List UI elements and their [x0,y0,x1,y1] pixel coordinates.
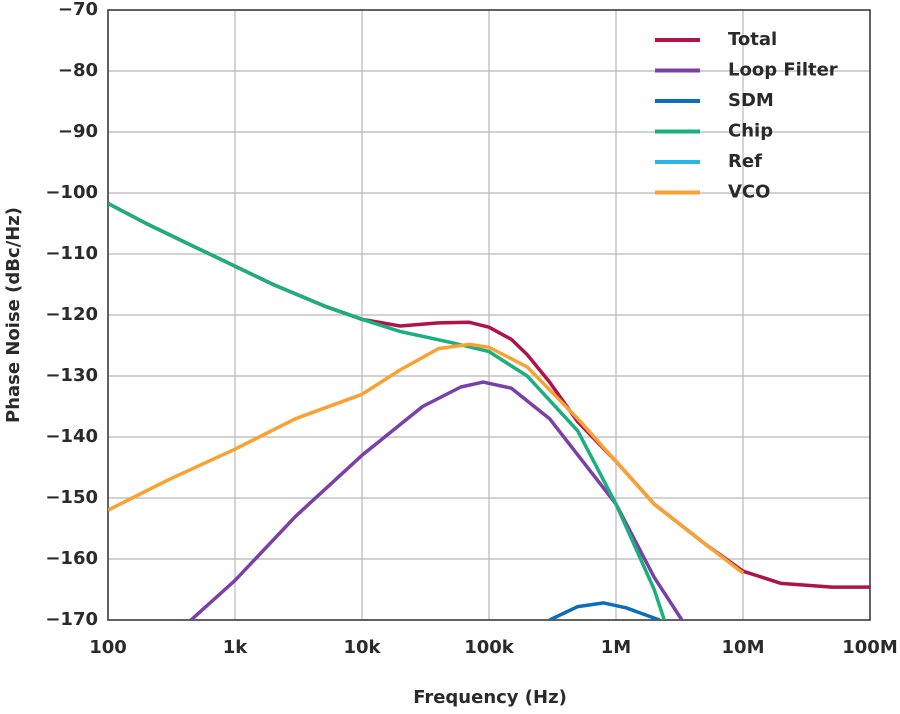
y-tick-label: −90 [58,121,98,142]
series-line [108,342,745,575]
x-tick-label: 10M [722,637,765,658]
legend-label: Ref [728,151,762,172]
x-tick-label: 1M [601,637,631,658]
y-tick-label: −140 [45,426,98,447]
y-tick-label: −130 [45,365,98,386]
plot-frame [107,9,871,621]
y-axis-title: Phase Noise (dBc/Hz) [3,207,24,423]
legend-label: Loop Filter [728,60,838,81]
y-tick-label: −100 [45,182,98,203]
series-line [108,201,666,620]
legend-label: Chip [728,121,773,142]
series-line [548,601,661,620]
series-line [189,380,684,620]
y-tick-label: −70 [58,0,98,20]
x-axis-title: Frequency (Hz) [413,687,567,708]
x-tick-label: 100 [89,637,127,658]
y-tick-label: −120 [45,304,98,325]
y-tick-label: −150 [45,487,98,508]
y-tick-label: −160 [45,548,98,569]
x-tick-label: 1k [223,637,249,658]
x-tick-label: 100M [842,637,898,658]
legend-label: VCO [728,182,770,203]
y-tick-label: −110 [45,243,98,264]
y-tick-label: −170 [45,609,98,630]
legend-label: SDM [728,90,774,111]
x-tick-label: 10k [343,637,381,658]
y-tick-label: −80 [58,60,98,81]
x-tick-label: 100k [464,637,515,658]
legend-label: Total [728,29,777,50]
